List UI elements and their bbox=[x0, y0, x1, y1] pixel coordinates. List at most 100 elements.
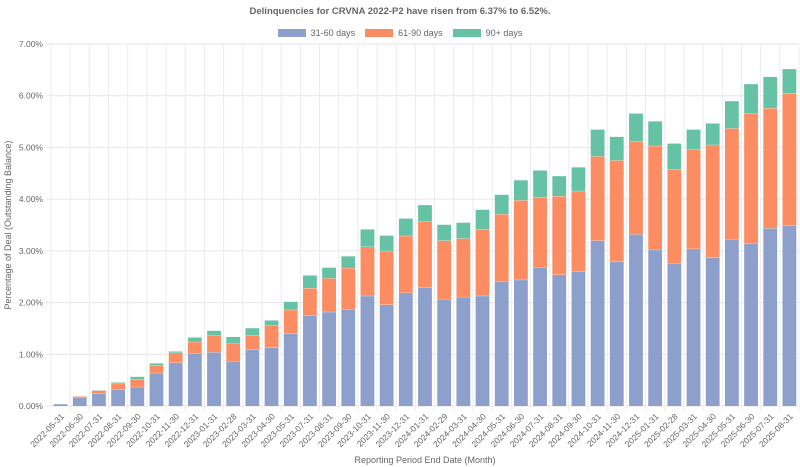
bar-segment-90-days-2023-09-30 bbox=[341, 256, 356, 268]
bar-segment-61-90-days-2022-10-31 bbox=[149, 365, 164, 373]
y-tick-label: 1.00% bbox=[19, 349, 44, 359]
bar-segment-61-90-days-2022-08-31 bbox=[111, 383, 126, 390]
bar-segment-61-90-days-2022-06-30 bbox=[72, 396, 87, 398]
bar-segment-31-60-days-2024-01-31 bbox=[418, 287, 432, 406]
bar-segment-31-60-days-2023-07-31 bbox=[303, 315, 317, 406]
legend-label-90-plus: 90+ days bbox=[485, 28, 523, 38]
bar-segment-61-90-days-2023-10-31 bbox=[360, 246, 375, 296]
legend-swatch-61-90 bbox=[365, 29, 394, 37]
bar-segment-90-days-2023-08-31 bbox=[322, 267, 337, 279]
legend-swatch-90-plus bbox=[452, 29, 481, 37]
bar-segment-90-days-2023-11-30 bbox=[379, 235, 394, 251]
bar-segment-90-days-2024-01-31 bbox=[418, 204, 432, 222]
bar-segment-31-60-days-2023-12-31 bbox=[398, 292, 413, 406]
bar-segment-31-60-days-2023-09-30 bbox=[341, 309, 356, 406]
bar-segment-31-60-days-2024-05-31 bbox=[494, 281, 509, 406]
bar-segment-90-days-2022-11-30 bbox=[168, 351, 183, 353]
bar-segment-31-60-days-2025-03-31 bbox=[686, 248, 701, 406]
legend-item-61-90[interactable]: 61-90 days bbox=[365, 28, 443, 38]
bar-segment-31-60-days-2024-08-31 bbox=[552, 274, 567, 406]
bar-segment-31-60-days-2022-08-31 bbox=[111, 389, 126, 406]
bar-segment-90-days-2024-04-30 bbox=[475, 209, 490, 230]
bar-segment-90-days-2024-03-31 bbox=[456, 222, 471, 239]
bar-segment-61-90-days-2023-12-31 bbox=[398, 235, 413, 293]
bar-segment-61-90-days-2025-02-28 bbox=[667, 169, 682, 264]
bar-segment-61-90-days-2024-09-30 bbox=[571, 190, 586, 272]
bar-segment-31-60-days-2025-05-31 bbox=[724, 238, 739, 406]
bar-segment-31-60-days-2025-07-31 bbox=[763, 228, 778, 406]
bar-segment-61-90-days-2023-04-30 bbox=[264, 325, 279, 348]
bar-segment-31-60-days-2022-10-31 bbox=[149, 372, 164, 406]
bar-segment-31-60-days-2024-04-30 bbox=[475, 295, 490, 406]
y-axis-ticks: 0.00% 1.00% 2.00% 3.00% 4.00% 5.00% 6.00% 7.00% bbox=[19, 39, 44, 411]
legend: 31-60 days 61-90 days 90+ days bbox=[0, 28, 800, 38]
bar-segment-61-90-days-2025-01-31 bbox=[648, 145, 663, 250]
bar-segment-31-60-days-2024-12-31 bbox=[629, 234, 643, 406]
bar-segment-31-60-days-2025-04-30 bbox=[705, 257, 720, 406]
bar-segment-61-90-days-2025-04-30 bbox=[705, 144, 720, 258]
bar-segment-90-days-2025-07-31 bbox=[763, 76, 778, 109]
bars bbox=[53, 68, 797, 406]
bar-segment-31-60-days-2023-08-31 bbox=[322, 311, 337, 406]
bar-segment-90-days-2025-04-30 bbox=[705, 123, 720, 145]
bar-segment-61-90-days-2023-01-31 bbox=[207, 335, 221, 353]
y-tick-label: 7.00% bbox=[19, 39, 44, 49]
legend-item-90-plus[interactable]: 90+ days bbox=[452, 28, 523, 38]
bar-segment-61-90-days-2023-11-30 bbox=[379, 250, 394, 305]
legend-label-31-60: 31-60 days bbox=[310, 28, 356, 38]
bar-segment-90-days-2024-10-31 bbox=[590, 129, 605, 157]
y-axis-label: Percentage of Deal (Outstanding Balance) bbox=[3, 140, 13, 309]
bar-segment-61-90-days-2025-03-31 bbox=[686, 148, 701, 249]
bar-segment-90-days-2023-04-30 bbox=[264, 320, 279, 326]
bar-segment-90-days-2023-02-28 bbox=[226, 336, 241, 344]
x-axis-label: Reporting Period End Date (Month) bbox=[354, 455, 495, 465]
y-tick-label: 5.00% bbox=[19, 142, 44, 152]
bar-segment-31-60-days-2023-11-30 bbox=[379, 304, 394, 406]
bar-segment-61-90-days-2025-07-31 bbox=[763, 108, 778, 229]
bar-segment-61-90-days-2025-08-31 bbox=[782, 93, 797, 226]
bar-segment-90-days-2025-05-31 bbox=[724, 100, 739, 129]
bar-segment-31-60-days-2022-12-31 bbox=[187, 353, 202, 406]
bar-segment-61-90-days-2022-09-30 bbox=[130, 379, 145, 387]
bar-segment-61-90-days-2022-07-31 bbox=[92, 390, 106, 394]
bar-segment-61-90-days-2024-11-30 bbox=[609, 160, 624, 262]
bar-segment-61-90-days-2025-05-31 bbox=[724, 128, 739, 239]
legend-item-31-60[interactable]: 31-60 days bbox=[277, 28, 356, 38]
bar-segment-31-60-days-2025-08-31 bbox=[782, 225, 797, 406]
bar-segment-90-days-2022-12-31 bbox=[187, 337, 202, 342]
bar-segment-31-60-days-2023-03-31 bbox=[245, 349, 260, 406]
bar-segment-90-days-2023-05-31 bbox=[283, 301, 298, 310]
bar-segment-31-60-days-2025-06-30 bbox=[744, 243, 758, 406]
bar-segment-31-60-days-2024-11-30 bbox=[609, 261, 624, 406]
bar-segment-90-days-2025-08-31 bbox=[782, 68, 797, 94]
bar-segment-90-days-2024-05-31 bbox=[494, 194, 509, 215]
bar-segment-90-days-2024-09-30 bbox=[571, 167, 586, 191]
bar-segment-90-days-2023-12-31 bbox=[398, 218, 413, 236]
bar-segment-61-90-days-2024-06-30 bbox=[513, 200, 528, 280]
x-axis-ticks: 2022-05-312022-06-302022-07-312022-08-31… bbox=[28, 411, 795, 449]
bar-segment-31-60-days-2022-11-30 bbox=[168, 362, 183, 406]
y-tick-label: 2.00% bbox=[19, 298, 44, 308]
bar-segment-90-days-2024-07-31 bbox=[533, 170, 547, 198]
y-tick-label: 6.00% bbox=[19, 91, 44, 101]
bar-segment-61-90-days-2024-12-31 bbox=[629, 141, 643, 235]
y-tick-label: 3.00% bbox=[19, 246, 44, 256]
bar-segment-31-60-days-2022-06-30 bbox=[72, 397, 87, 406]
bar-segment-61-90-days-2023-09-30 bbox=[341, 267, 356, 310]
bar-segment-61-90-days-2022-12-31 bbox=[187, 341, 202, 354]
bar-segment-31-60-days-2025-01-31 bbox=[648, 249, 663, 406]
bar-segment-61-90-days-2023-02-28 bbox=[226, 343, 241, 362]
chart-title: Delinquencies for CRVNA 2022-P2 have ris… bbox=[249, 6, 551, 17]
bar-segment-31-60-days-2022-09-30 bbox=[130, 386, 145, 406]
bar-segment-90-days-2024-11-30 bbox=[609, 136, 624, 161]
bar-segment-90-days-2023-07-31 bbox=[303, 275, 317, 289]
bar-segment-90-days-2022-09-30 bbox=[130, 376, 145, 380]
bar-segment-61-90-days-2024-07-31 bbox=[533, 197, 547, 268]
bar-segment-90-days-2022-10-31 bbox=[149, 363, 164, 366]
bar-segment-90-days-2025-03-31 bbox=[686, 129, 701, 149]
bar-segment-90-days-2024-08-31 bbox=[552, 175, 567, 197]
bar-segment-31-60-days-2023-10-31 bbox=[360, 295, 375, 406]
bar-segment-90-days-2023-03-31 bbox=[245, 327, 260, 336]
legend-swatch-31-60 bbox=[277, 29, 306, 37]
